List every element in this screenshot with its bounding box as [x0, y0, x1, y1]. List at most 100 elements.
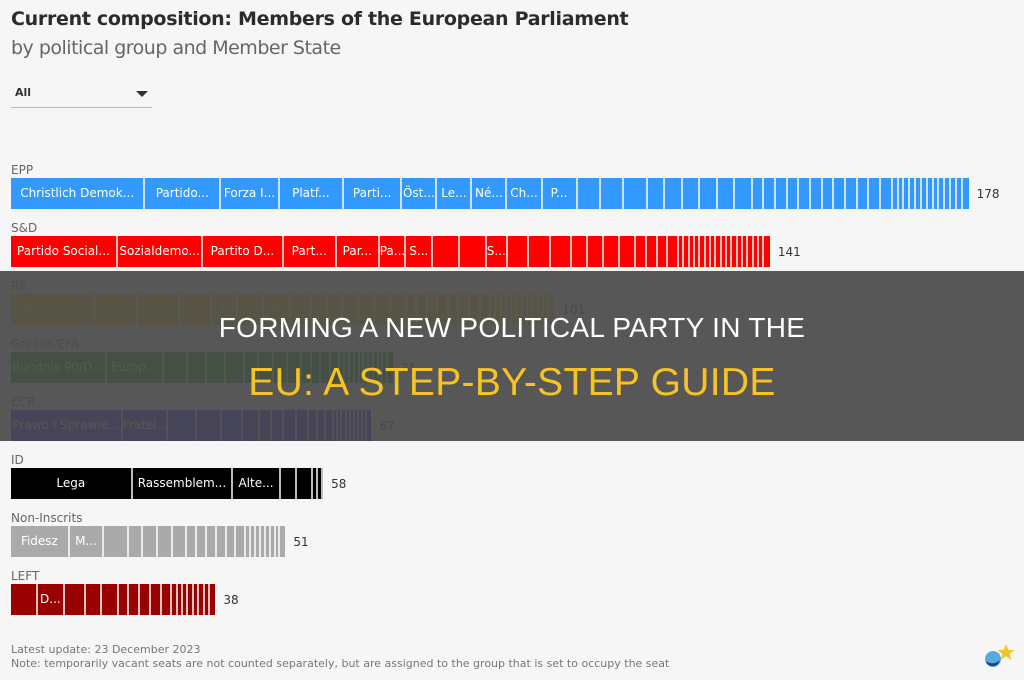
delegation-segment[interactable] — [140, 584, 151, 615]
delegation-segment[interactable] — [104, 526, 129, 557]
delegation-segment[interactable]: Öst... — [402, 178, 438, 209]
delegation-segment[interactable] — [799, 178, 812, 209]
delegation-segment[interactable] — [939, 178, 946, 209]
delegation-segment[interactable] — [188, 584, 194, 615]
delegation-segment[interactable] — [711, 236, 717, 267]
delegation-segment[interactable]: Le... — [437, 178, 473, 209]
delegation-segment[interactable] — [759, 236, 765, 267]
delegation-segment[interactable] — [251, 526, 256, 557]
delegation-segment[interactable] — [636, 236, 647, 267]
delegation-segment[interactable] — [216, 526, 227, 557]
delegation-segment[interactable] — [695, 236, 701, 267]
delegation-segment[interactable] — [921, 178, 928, 209]
delegation-segment[interactable]: Rassemblem... — [132, 468, 234, 499]
delegation-segment[interactable]: Platf... — [279, 178, 344, 209]
delegation-segment[interactable] — [764, 178, 777, 209]
delegation-segment[interactable]: Alte... — [233, 468, 281, 499]
delegation-segment[interactable] — [646, 236, 658, 267]
delegation-segment[interactable] — [604, 236, 621, 267]
delegation-segment[interactable] — [143, 526, 159, 557]
delegation-segment[interactable] — [129, 584, 141, 615]
delegation-segment[interactable] — [787, 178, 800, 209]
delegation-segment[interactable] — [721, 236, 728, 267]
delegation-segment[interactable] — [776, 178, 788, 209]
delegation-segment[interactable] — [280, 468, 297, 499]
delegation-segment[interactable]: P... — [542, 178, 578, 209]
delegation-segment[interactable]: Ch... — [507, 178, 543, 209]
delegation-segment[interactable] — [933, 178, 940, 209]
delegation-segment[interactable] — [158, 526, 173, 557]
delegation-segment[interactable] — [822, 178, 835, 209]
delegation-segment[interactable] — [246, 526, 252, 557]
delegation-segment[interactable] — [753, 236, 760, 267]
delegation-segment[interactable] — [172, 526, 188, 557]
delegation-segment[interactable] — [193, 584, 200, 615]
delegation-segment[interactable] — [280, 526, 286, 557]
delegation-segment[interactable] — [927, 178, 934, 209]
delegation-segment[interactable] — [312, 468, 318, 499]
delegation-segment[interactable] — [737, 236, 744, 267]
delegation-segment[interactable]: Né... — [472, 178, 508, 209]
delegation-segment[interactable] — [716, 236, 722, 267]
delegation-segment[interactable] — [678, 236, 685, 267]
delegation-segment[interactable]: Partito D... — [203, 236, 284, 267]
delegation-segment[interactable] — [956, 178, 963, 209]
delegation-segment[interactable] — [296, 468, 313, 499]
delegation-segment[interactable]: Parti... — [343, 178, 403, 209]
delegation-segment[interactable] — [624, 178, 648, 209]
delegation-segment[interactable] — [161, 584, 173, 615]
delegation-segment[interactable]: Sozialdemo... — [117, 236, 204, 267]
delegation-segment[interactable]: M... — [69, 526, 105, 557]
delegation-segment[interactable] — [811, 178, 823, 209]
delegation-segment[interactable] — [197, 526, 208, 557]
delegation-segment[interactable]: D... — [37, 584, 65, 615]
delegation-segment[interactable] — [620, 236, 637, 267]
delegation-segment[interactable] — [600, 178, 625, 209]
delegation-segment[interactable] — [150, 584, 162, 615]
delegation-segment[interactable] — [898, 178, 905, 209]
delegation-segment[interactable] — [857, 178, 870, 209]
delegation-segment[interactable] — [668, 236, 679, 267]
delegation-segment[interactable] — [199, 584, 205, 615]
delegation-segment[interactable] — [255, 526, 261, 557]
delegation-segment[interactable] — [665, 178, 683, 209]
delegation-segment[interactable] — [657, 236, 669, 267]
delegation-segment[interactable]: Forza I... — [221, 178, 280, 209]
delegation-segment[interactable] — [177, 584, 184, 615]
delegation-segment[interactable] — [834, 178, 847, 209]
delegation-segment[interactable] — [717, 178, 736, 209]
delegation-segment[interactable] — [945, 178, 952, 209]
delegation-segment[interactable] — [64, 584, 87, 615]
delegation-segment[interactable] — [433, 236, 460, 267]
delegation-segment[interactable] — [507, 236, 530, 267]
delegation-segment[interactable] — [951, 178, 957, 209]
delegation-segment[interactable] — [270, 526, 276, 557]
delegation-segment[interactable] — [86, 584, 103, 615]
delegation-segment[interactable] — [209, 584, 216, 615]
delegation-segment[interactable] — [735, 178, 753, 209]
delegation-segment[interactable]: Part... — [283, 236, 337, 267]
delegation-segment[interactable] — [705, 236, 712, 267]
delegation-segment[interactable] — [550, 236, 573, 267]
delegation-segment[interactable]: S... — [486, 236, 508, 267]
delegation-segment[interactable] — [226, 526, 237, 557]
delegation-segment[interactable] — [577, 178, 601, 209]
member-state-filter-dropdown[interactable]: All — [11, 82, 152, 108]
delegation-segment[interactable] — [684, 236, 690, 267]
delegation-segment[interactable] — [459, 236, 487, 267]
delegation-segment[interactable] — [317, 468, 324, 499]
delegation-segment[interactable] — [647, 178, 666, 209]
delegation-segment[interactable]: Lega — [11, 468, 133, 499]
delegation-segment[interactable] — [128, 526, 144, 557]
delegation-segment[interactable] — [183, 584, 189, 615]
delegation-segment[interactable] — [727, 236, 733, 267]
delegation-segment[interactable] — [743, 236, 749, 267]
delegation-segment[interactable] — [700, 236, 706, 267]
delegation-segment[interactable] — [204, 584, 210, 615]
delegation-segment[interactable]: Partido... — [145, 178, 222, 209]
delegation-segment[interactable] — [881, 178, 893, 209]
delegation-segment[interactable] — [588, 236, 605, 267]
delegation-segment[interactable] — [275, 526, 281, 557]
delegation-segment[interactable] — [11, 584, 38, 615]
delegation-segment[interactable] — [846, 178, 858, 209]
